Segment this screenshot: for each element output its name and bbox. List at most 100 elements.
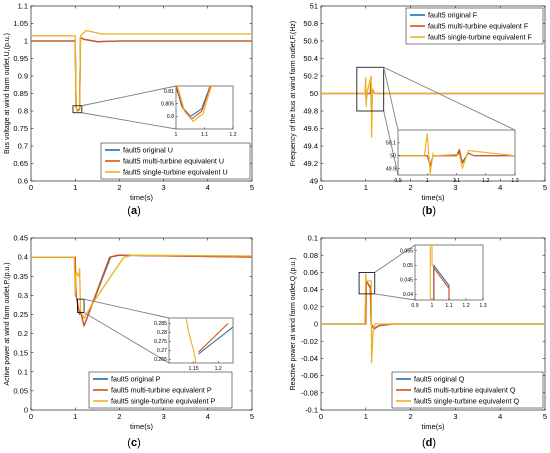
inset-frame <box>168 317 234 364</box>
x-tick-label: 5 <box>250 412 254 421</box>
y-tick-label: 1.1 <box>18 2 28 11</box>
inset-x-tick-label: 1.15 <box>189 366 199 372</box>
series-line-single <box>31 29 252 111</box>
y-axis-label: Active power at wind farm outlet,P,(p.u.… <box>4 262 11 385</box>
y-tick-label: 0.25 <box>13 310 28 319</box>
inset-y-tick-label: 0.28 <box>157 330 167 336</box>
zoom-connector <box>383 110 399 176</box>
legend: fault5 original U fault5 multi-turbine eq… <box>100 142 251 180</box>
y-tick-label: 0.08 <box>303 251 318 260</box>
y-tick-label: -0.06 <box>301 371 318 380</box>
inset-y-tick-label: 50.1 <box>386 141 396 147</box>
y-tick-label: 0 <box>24 406 28 415</box>
legend: fault5 original P fault5 multi-turbine eq… <box>88 371 233 409</box>
inset-chart: 1 1.1 1.2 0.8 0.805 0.81 <box>161 85 237 138</box>
y-tick-label: -0.04 <box>301 354 318 363</box>
inset-series-line-single <box>398 133 515 175</box>
inset-series-line-single <box>429 245 434 300</box>
x-tick-label: 0 <box>29 183 33 192</box>
y-tick-label: 50.4 <box>303 54 318 63</box>
inset-y-tick-label: 0.285 <box>154 321 167 327</box>
y-tick-label: 1.05 <box>13 19 28 28</box>
zoom-connector <box>83 312 170 364</box>
panel-label: (b) <box>422 205 436 217</box>
y-tick-label: 0.05 <box>13 386 28 395</box>
inset-frame <box>397 129 516 176</box>
inset-x-tick-label: 1.1 <box>201 132 208 138</box>
chart-panel-4: 0 1 2 3 4 5-0.1-0.08-0.06-0.04-0.0200.020.040… <box>290 234 547 449</box>
x-tick-label: 5 <box>543 412 547 421</box>
legend: fault5 original Q fault5 multi-turbine eq… <box>391 371 544 409</box>
y-tick-label: 0.2 <box>18 329 28 338</box>
zoom-region-box <box>358 271 376 295</box>
inset-x-tick-label: 1.2 <box>215 366 222 372</box>
y-tick-label: 0.1 <box>18 367 28 376</box>
y-tick-label: 0.06 <box>303 268 318 277</box>
legend-entry: fault5 single-turbine equivalent P <box>111 397 215 406</box>
x-tick-label: 3 <box>453 183 457 192</box>
y-tick-label: -0.1 <box>305 406 318 415</box>
series-line-single <box>31 254 252 319</box>
zoom-connector <box>83 298 170 319</box>
x-tick-label: 4 <box>498 412 502 421</box>
inset-x-tick-label: 1 <box>175 132 178 138</box>
x-axis-label: time(s) <box>130 422 153 431</box>
zoom-connector <box>81 85 177 107</box>
inset-x-tick-label: 0.9 <box>394 178 401 184</box>
legend-box <box>391 371 544 409</box>
y-tick-label: 49.4 <box>303 142 318 151</box>
series-line-single <box>321 273 545 364</box>
x-tick-label: 2 <box>409 412 413 421</box>
y-tick-label: 0.8 <box>18 107 28 116</box>
y-tick-label: 50.6 <box>303 37 318 46</box>
y-tick-label: 0.1 <box>308 234 318 243</box>
x-tick-label: 2 <box>409 183 413 192</box>
inset-y-tick-label: 0.265 <box>154 357 167 363</box>
x-tick-label: 1 <box>73 183 77 192</box>
inset-y-tick-label: 50 <box>390 154 396 160</box>
inset-chart: 0.9 1 1.1 1.2 1.3 49.9 50 50.1 <box>386 129 519 184</box>
zoom-connector <box>374 293 416 301</box>
x-tick-label: 5 <box>543 183 547 192</box>
inset-x-tick-label: 1 <box>431 303 434 309</box>
y-tick-label: -0.08 <box>301 388 318 397</box>
legend-entry: fault5 single-turbine equivalent F <box>428 33 532 42</box>
inset-x-tick-label: 0.9 <box>411 303 418 309</box>
inset-y-tick-label: 0.045 <box>400 278 413 284</box>
inset-y-tick-label: 49.9 <box>386 166 396 172</box>
y-tick-label: 0.3 <box>18 291 28 300</box>
y-tick-label: 0.65 <box>13 159 28 168</box>
legend-entry: fault5 original U <box>123 146 173 155</box>
y-tick-label: 0.75 <box>13 124 28 133</box>
inset-series-line-multi <box>433 267 450 300</box>
zoom-region-box <box>356 66 385 112</box>
zoom-connector <box>81 112 177 130</box>
y-tick-label: 49.6 <box>303 124 318 133</box>
y-tick-label: 50.8 <box>303 19 318 28</box>
y-tick-label: 0.45 <box>13 234 28 243</box>
inset-y-tick-label: 0.81 <box>164 89 174 95</box>
zoom-connector <box>383 67 399 131</box>
chart-panel-1: 0 1 2 3 4 5 0.6 0.65 0.7 0.75 0.8 0.85 0.9 0.95 1 1.05 1… <box>4 2 254 217</box>
y-tick-label: 49.2 <box>303 159 318 168</box>
y-tick-label: 1 <box>24 37 28 46</box>
inset-x-tick-label: 1.2 <box>229 132 236 138</box>
x-tick-label: 4 <box>206 412 210 421</box>
zoom-connector <box>383 66 516 131</box>
inset-x-tick-label: 1 <box>426 178 429 184</box>
x-axis-label: time(s) <box>422 193 445 202</box>
x-tick-label: 1 <box>364 412 368 421</box>
inset-series-line-original <box>198 326 233 355</box>
x-tick-label: 1 <box>73 412 77 421</box>
inset-series-line-multi <box>198 323 229 353</box>
x-tick-label: 1 <box>364 183 368 192</box>
x-tick-label: 0 <box>319 183 323 192</box>
panel-label: (d) <box>422 437 436 449</box>
inset-series-line-multi <box>176 86 211 120</box>
legend-entry: fault5 original F <box>428 11 478 20</box>
inset-series-line-single <box>185 318 197 363</box>
inset-y-tick-label: 0.8 <box>167 114 174 120</box>
y-tick-label: 0.6 <box>18 177 28 186</box>
y-tick-label: 0 <box>314 320 318 329</box>
inset-y-tick-label: 0.04 <box>403 292 413 298</box>
